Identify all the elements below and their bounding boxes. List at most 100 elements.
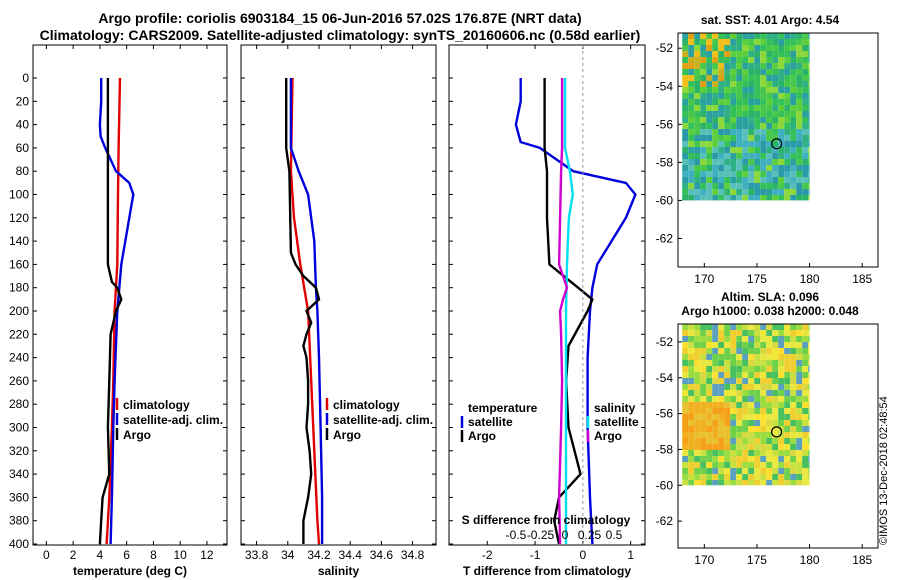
map-cell bbox=[682, 81, 689, 87]
map-cell bbox=[784, 462, 791, 468]
map-cell bbox=[736, 171, 743, 177]
map-cell bbox=[766, 438, 773, 444]
map-cell bbox=[700, 402, 707, 408]
map-cell bbox=[700, 348, 707, 354]
map-cell bbox=[718, 474, 725, 480]
map-cell bbox=[736, 141, 743, 147]
map-cell bbox=[748, 336, 755, 342]
x-axis-label: T difference from climatology bbox=[463, 564, 631, 578]
x-axis-label: salinity bbox=[318, 564, 360, 578]
map-cell bbox=[784, 456, 791, 462]
map-cell bbox=[742, 402, 749, 408]
map-y-tick-label: -58 bbox=[656, 442, 674, 456]
map-x-tick-label: 185 bbox=[852, 272, 872, 286]
map-cell bbox=[688, 75, 695, 81]
map-cell bbox=[754, 123, 761, 129]
x-tick-label: 34.2 bbox=[307, 548, 331, 562]
map-cell bbox=[724, 147, 731, 153]
map-cell bbox=[796, 372, 803, 378]
map-cell bbox=[790, 414, 797, 420]
map-cell bbox=[766, 87, 773, 93]
map-cell bbox=[772, 432, 779, 438]
map-cell bbox=[682, 396, 689, 402]
map-cell bbox=[718, 378, 725, 384]
map-cell bbox=[772, 111, 779, 117]
map-cell bbox=[712, 360, 719, 366]
map-cell bbox=[778, 330, 785, 336]
map-cell bbox=[730, 444, 737, 450]
map-cell bbox=[772, 360, 779, 366]
map-cell bbox=[778, 141, 785, 147]
map-cell bbox=[718, 408, 725, 414]
map-cell bbox=[712, 384, 719, 390]
y-tick-label: 260 bbox=[9, 374, 29, 388]
map-cell bbox=[754, 474, 761, 480]
map-cell bbox=[706, 123, 713, 129]
map-cell bbox=[796, 99, 803, 105]
map-cell bbox=[700, 324, 707, 330]
map-cell bbox=[694, 372, 701, 378]
map-cell bbox=[706, 420, 713, 426]
map-cell bbox=[742, 105, 749, 111]
map-cell bbox=[778, 63, 785, 69]
map-cell bbox=[724, 378, 731, 384]
map-cell bbox=[790, 69, 797, 75]
map-cell bbox=[766, 450, 773, 456]
map-cell bbox=[784, 33, 791, 39]
map-cell bbox=[790, 348, 797, 354]
map-cell bbox=[718, 183, 725, 189]
map-cell bbox=[694, 324, 701, 330]
map-cell bbox=[712, 99, 719, 105]
map-cell bbox=[718, 348, 725, 354]
x-tick-label: 6 bbox=[123, 548, 130, 562]
map-cell bbox=[784, 366, 791, 372]
map-cell bbox=[688, 159, 695, 165]
map-cell bbox=[706, 360, 713, 366]
legend-entry: climatology bbox=[333, 398, 400, 412]
map-cell bbox=[712, 57, 719, 63]
map-cell bbox=[742, 147, 749, 153]
map-cell bbox=[724, 348, 731, 354]
map-cell bbox=[694, 384, 701, 390]
x-tick-label: 33.8 bbox=[245, 548, 269, 562]
map-cell bbox=[718, 177, 725, 183]
map-cell bbox=[778, 438, 785, 444]
map-cell bbox=[712, 414, 719, 420]
map-cell bbox=[772, 444, 779, 450]
map-cell bbox=[694, 99, 701, 105]
map-cell bbox=[766, 330, 773, 336]
map-cell bbox=[796, 360, 803, 366]
map-cell bbox=[742, 195, 749, 201]
map-cell bbox=[772, 105, 779, 111]
map-cell bbox=[760, 33, 767, 39]
map-cell bbox=[700, 366, 707, 372]
y-tick-label: 300 bbox=[9, 421, 29, 435]
map-cell bbox=[700, 63, 707, 69]
map-cell bbox=[766, 153, 773, 159]
map-cell bbox=[766, 354, 773, 360]
map-cell bbox=[706, 414, 713, 420]
map-cell bbox=[700, 93, 707, 99]
map-cell bbox=[724, 426, 731, 432]
y-tick-label: 40 bbox=[16, 118, 30, 132]
map-cell bbox=[802, 342, 809, 348]
map-cell bbox=[754, 129, 761, 135]
map-cell bbox=[724, 183, 731, 189]
map-cell bbox=[772, 33, 779, 39]
x-tick-label: 4 bbox=[97, 548, 104, 562]
map-cell bbox=[706, 87, 713, 93]
map-cell bbox=[766, 81, 773, 87]
map-cell bbox=[724, 111, 731, 117]
map-cell bbox=[730, 51, 737, 57]
map-cell bbox=[796, 408, 803, 414]
map-cell bbox=[730, 330, 737, 336]
map-cell bbox=[760, 153, 767, 159]
map-cell bbox=[682, 348, 689, 354]
map-cell bbox=[742, 462, 749, 468]
map-cell bbox=[736, 480, 743, 486]
map-cell bbox=[748, 183, 755, 189]
map-cell bbox=[808, 33, 810, 39]
map-cell bbox=[736, 183, 743, 189]
map-cell bbox=[748, 33, 755, 39]
map-cell bbox=[754, 39, 761, 45]
